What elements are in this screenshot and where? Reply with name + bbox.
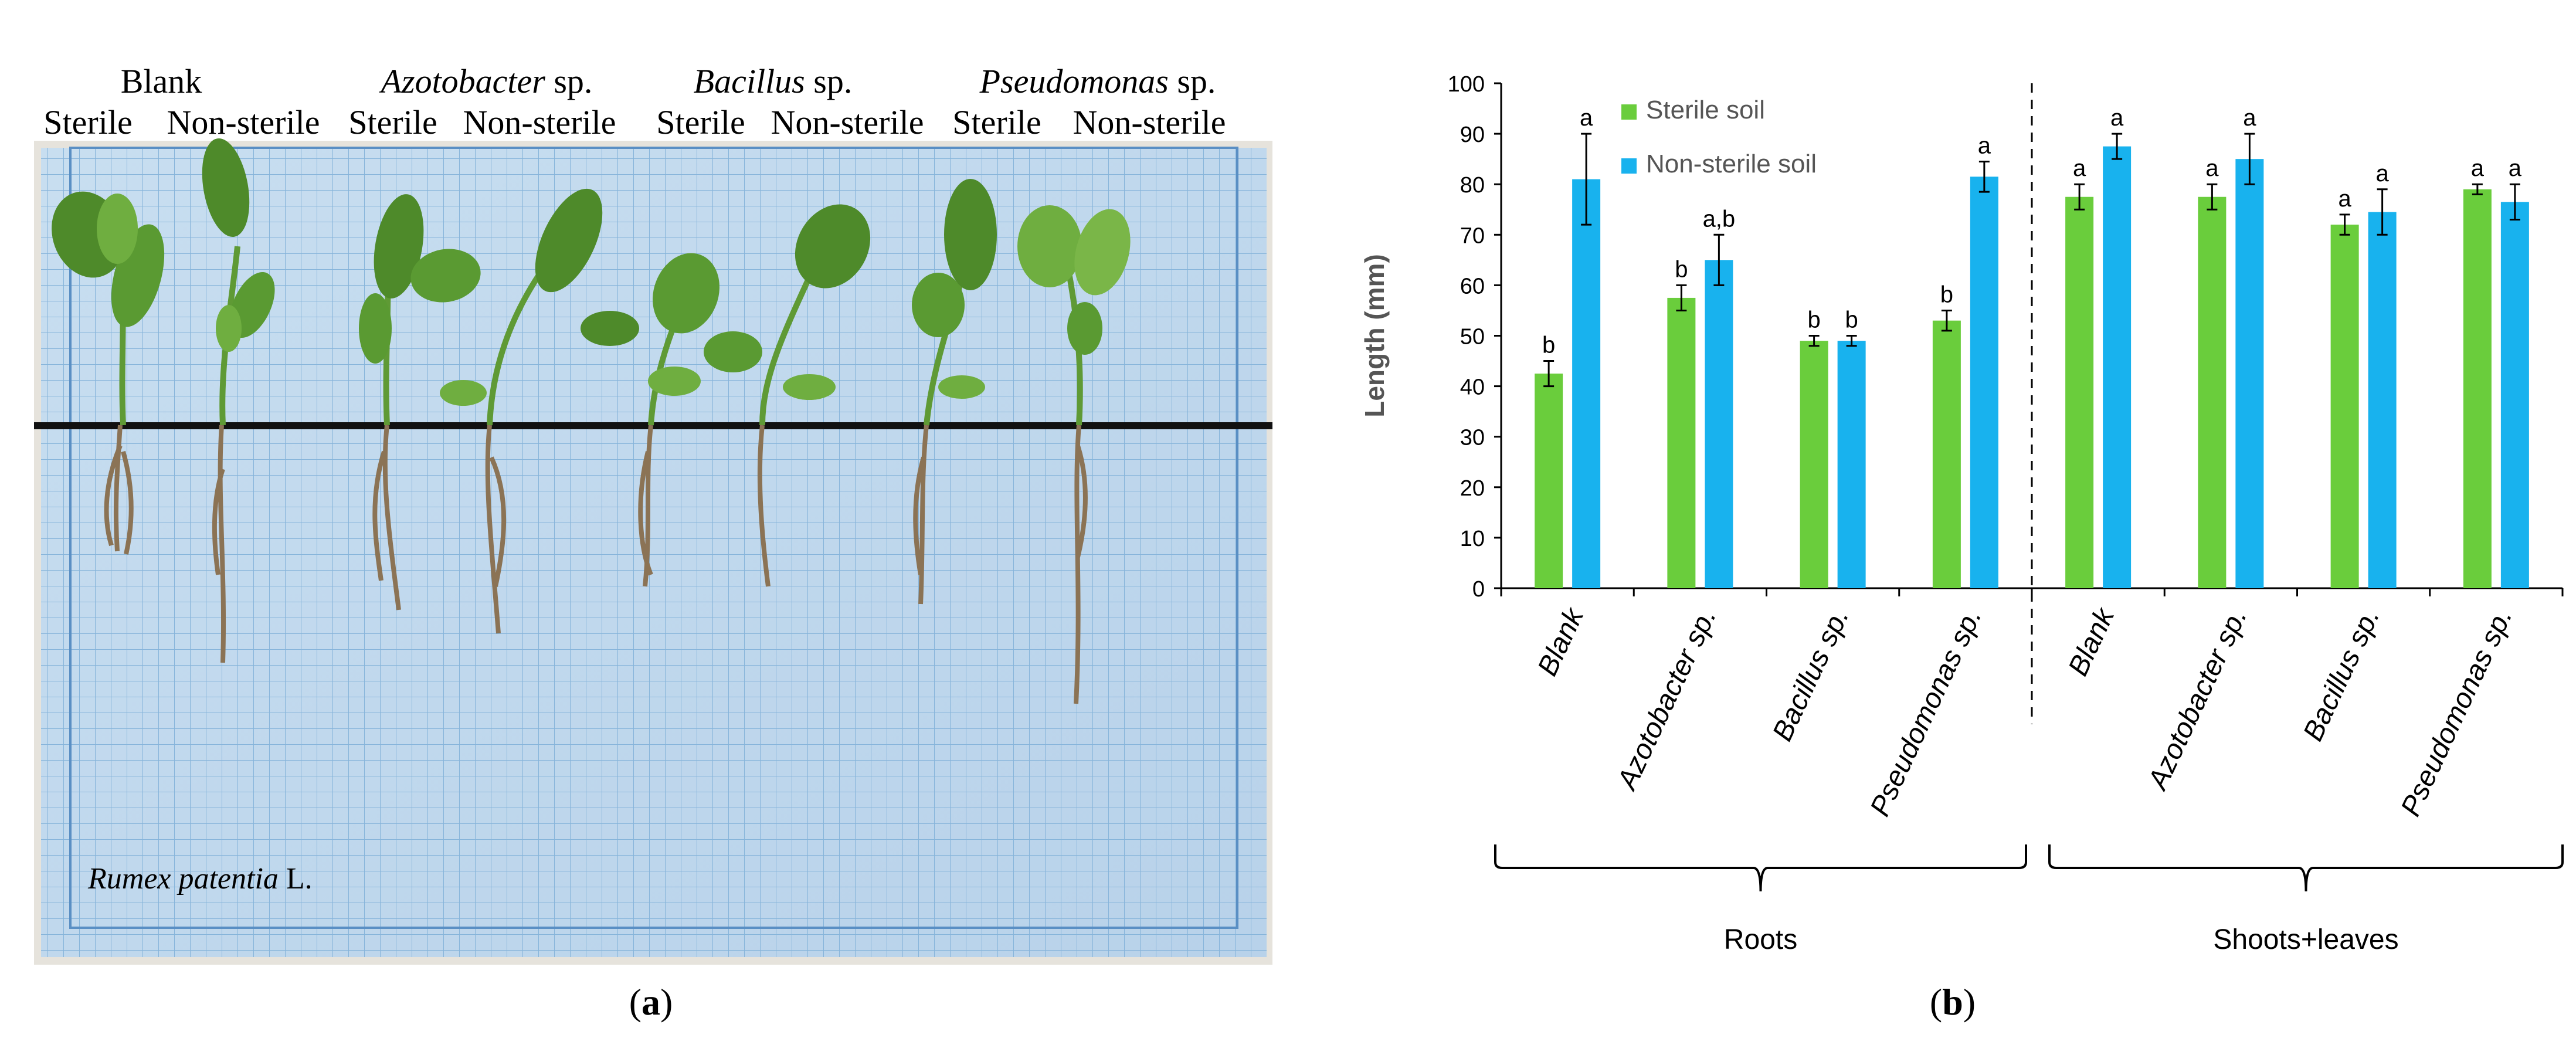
bar [1705, 260, 1733, 589]
seedling [410, 188, 603, 634]
bar [1535, 374, 1563, 588]
y-tick-label: 10 [1460, 527, 1485, 551]
legend: Sterile soil Non-sterile soil [1621, 96, 1817, 178]
caption-b: (b) [1930, 981, 1976, 1023]
seedling [704, 204, 871, 587]
x-tick-label: Azotobacter sp. [1611, 603, 1722, 795]
group-label-pseudomonas: Pseudomonas sp. [979, 62, 1216, 100]
bar [2235, 159, 2264, 588]
group-label-blank: Blank [121, 62, 202, 100]
y-tick-label: 80 [1460, 173, 1485, 198]
significance-letter: a [2471, 155, 2485, 181]
significance-letter: a [2376, 161, 2390, 186]
panel-b: 0 10 20 30 40 50 60 70 80 90 100 Blank Azotobacter s… [1314, 0, 2576, 1052]
x-tick-label: Bacillus sp. [1767, 603, 1855, 745]
significance-letter: a [2509, 155, 2522, 181]
bar [2500, 202, 2529, 589]
nonsterile-label: Non-sterile [771, 103, 924, 141]
bar [2368, 212, 2397, 588]
significance-letter: b [1940, 281, 1953, 307]
nonsterile-label: Non-sterile [1073, 103, 1226, 141]
bar [1667, 297, 1696, 588]
y-tick-label: 40 [1460, 375, 1485, 400]
significance-letter: b [1675, 256, 1688, 282]
seedling [359, 194, 424, 610]
seedling-photo: Rumex patentia L. [34, 138, 1272, 965]
significance-letter: a [2243, 105, 2256, 131]
y-tick-label: 100 [1448, 72, 1485, 97]
bar [2198, 196, 2227, 589]
y-tick-label: 30 [1460, 426, 1485, 450]
seedlings [52, 138, 1131, 704]
group-label-roots: Roots [1724, 924, 1797, 955]
x-tick-label: Blank [2062, 602, 2121, 681]
panel-a: Blank Azotobacter sp. Bacillus sp. Pseud… [34, 62, 1272, 1023]
group-label-azotobacter: Azotobacter sp. [379, 62, 593, 100]
ruler-line [34, 422, 1272, 429]
y-tick-label: 20 [1460, 476, 1485, 501]
seedling [202, 138, 275, 663]
y-tick-label: 70 [1460, 223, 1485, 248]
sterile-label: Sterile [656, 103, 745, 141]
y-axis-label: Length (mm) [1359, 254, 1390, 418]
bar [2103, 146, 2132, 588]
bar [2463, 189, 2492, 588]
seedling [52, 191, 165, 555]
legend-label-sterile: Sterile soil [1646, 96, 1765, 124]
x-tick-label: Bacillus sp. [2297, 603, 2386, 745]
caption-a: (a) [629, 981, 673, 1023]
x-tick-label: Pseudomonas sp. [1864, 603, 1987, 821]
significance-letter: a [2073, 155, 2086, 181]
significance-letter: b [1542, 333, 1555, 358]
significance-letter: b [1845, 307, 1858, 333]
seedling [1017, 205, 1131, 704]
y-tick-label: 60 [1460, 274, 1485, 298]
bar [1970, 177, 1998, 588]
y-tick-label: 90 [1460, 123, 1485, 147]
sterile-label: Sterile [348, 103, 437, 141]
panel-a-canvas: Blank Azotobacter sp. Bacillus sp. Pseud… [34, 62, 1272, 1023]
group-braces [1494, 844, 2564, 892]
sterile-label: Sterile [43, 103, 132, 141]
legend-swatch-sterile [1621, 104, 1637, 120]
nonsterile-label: Non-sterile [167, 103, 320, 141]
species-label: Rumex patentia L. [87, 862, 313, 895]
y-tick-label: 50 [1460, 325, 1485, 350]
bar [1837, 341, 1866, 588]
significance-letter: a [1978, 133, 1991, 158]
group-label-shoots: Shoots+leaves [2213, 924, 2398, 955]
bar [1932, 320, 1961, 588]
panel-a-header: Blank Azotobacter sp. Bacillus sp. Pseud… [43, 62, 1226, 141]
significance-letter: b [1808, 307, 1821, 333]
y-tick-label: 0 [1472, 577, 1485, 602]
group-brace [1494, 844, 2027, 892]
bar [1572, 179, 1601, 589]
sterile-label: Sterile [952, 103, 1041, 141]
seedling [912, 179, 997, 605]
x-tick-label: Azotobacter sp. [2141, 603, 2253, 795]
bar-chart: 0 10 20 30 40 50 60 70 80 90 100 Blank Azotobacter s… [1359, 72, 2564, 1023]
legend-swatch-nonsterile [1621, 158, 1637, 174]
group-brace [2048, 844, 2564, 892]
significance-letter: a,b [1703, 206, 1736, 232]
nonsterile-label: Non-sterile [463, 103, 616, 141]
significance-letter: a [2205, 155, 2219, 181]
bar [1800, 341, 1828, 588]
bar [2065, 196, 2094, 589]
x-tick-label: Blank [1532, 602, 1590, 681]
significance-letter: a [2110, 105, 2124, 131]
x-tick-label: Pseudomonas sp. [2395, 603, 2518, 821]
seedling [581, 253, 719, 587]
significance-letter: a [2339, 186, 2352, 212]
bar [2330, 225, 2359, 589]
group-label-bacillus: Bacillus sp. [694, 62, 853, 100]
significance-letter: a [1580, 105, 1593, 131]
legend-label-nonsterile: Non-sterile soil [1646, 150, 1817, 178]
